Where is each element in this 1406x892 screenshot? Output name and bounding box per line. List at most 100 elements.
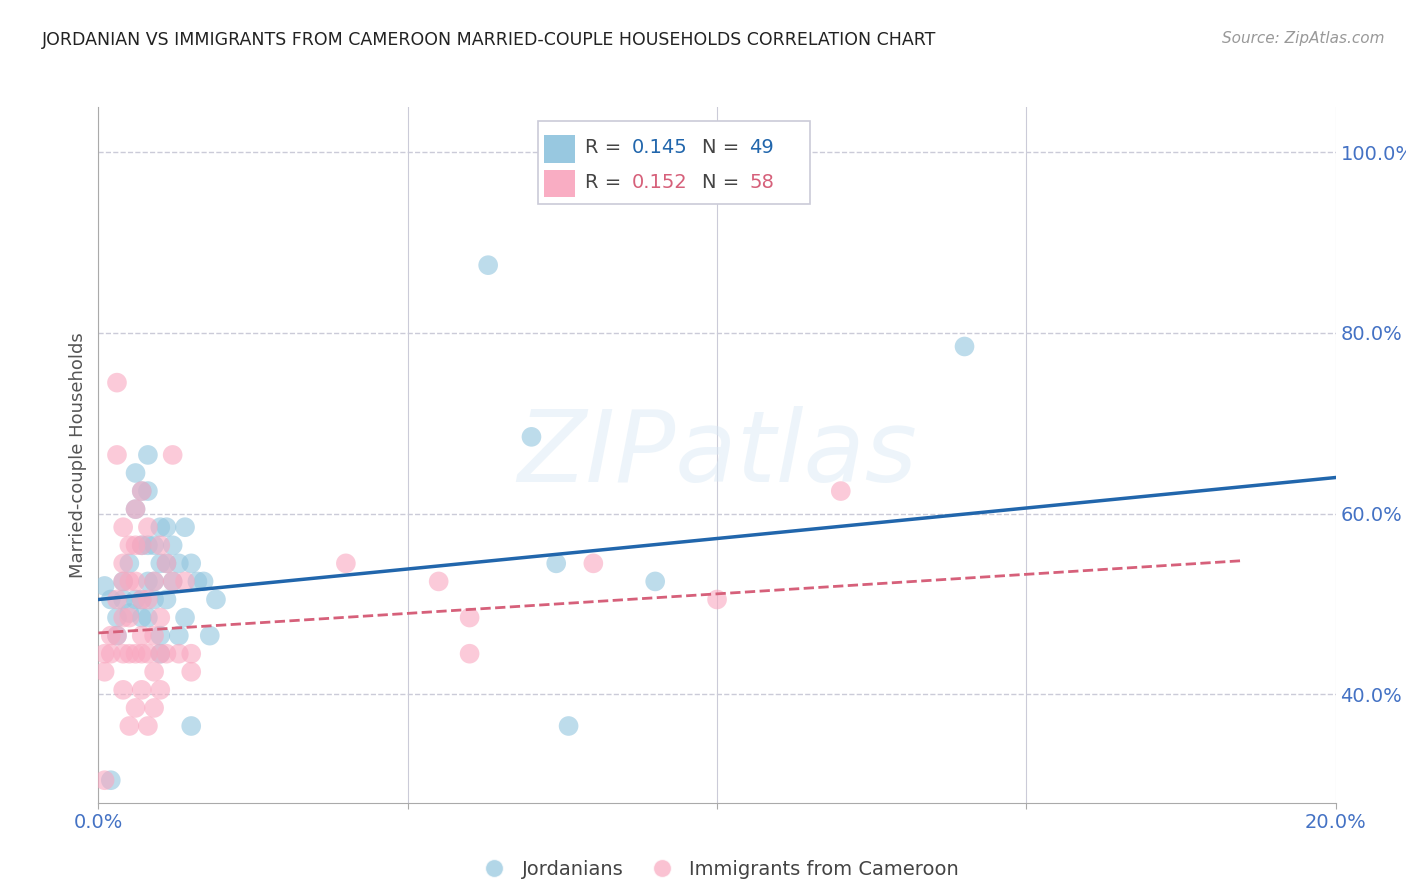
Point [124, 502, 146, 516]
Text: N =: N = [702, 138, 745, 157]
Point [143, 629, 166, 643]
Point [149, 520, 172, 534]
Point [112, 682, 135, 697]
Point [136, 592, 159, 607]
Point [124, 701, 146, 715]
Point [136, 484, 159, 499]
Point [520, 430, 543, 444]
Point [100, 773, 122, 788]
Point [105, 629, 128, 643]
Point [93, 647, 115, 661]
Point [458, 610, 481, 624]
Point [93, 665, 115, 679]
Point [167, 629, 190, 643]
Point [143, 574, 166, 589]
Text: R =: R = [585, 173, 627, 192]
Point [546, 557, 568, 571]
Point [143, 538, 166, 552]
Point [131, 592, 153, 607]
Point [112, 610, 135, 624]
Point [162, 574, 184, 589]
Point [149, 647, 172, 661]
Point [131, 647, 153, 661]
Point [155, 520, 177, 534]
Bar [544, 169, 575, 197]
Point [162, 538, 184, 552]
Text: 0.152: 0.152 [631, 173, 688, 192]
Point [105, 376, 128, 390]
Point [124, 466, 146, 480]
Point [557, 719, 579, 733]
Point [124, 502, 146, 516]
Point [155, 647, 177, 661]
Legend: Jordanians, Immigrants from Cameroon: Jordanians, Immigrants from Cameroon [467, 853, 967, 887]
Point [124, 592, 146, 607]
Point [131, 538, 153, 552]
Y-axis label: Married-couple Households: Married-couple Households [69, 332, 87, 578]
Bar [544, 135, 575, 162]
Point [100, 629, 122, 643]
Point [149, 538, 172, 552]
Point [112, 557, 135, 571]
Point [136, 647, 159, 661]
Point [136, 520, 159, 534]
Point [131, 484, 153, 499]
Text: ZIPatlas: ZIPatlas [517, 407, 917, 503]
Point [124, 647, 146, 661]
Bar [544, 169, 575, 197]
Point [143, 701, 166, 715]
Point [174, 574, 197, 589]
Point [136, 448, 159, 462]
Point [155, 592, 177, 607]
Point [582, 557, 605, 571]
Point [131, 682, 153, 697]
Point [131, 538, 153, 552]
Point [100, 592, 122, 607]
Point [149, 557, 172, 571]
Point [105, 592, 128, 607]
Text: 58: 58 [749, 173, 775, 192]
Point [193, 574, 215, 589]
Point [477, 258, 499, 272]
Point [458, 647, 481, 661]
Point [162, 574, 184, 589]
Point [105, 610, 128, 624]
Point [953, 339, 976, 353]
Text: Source: ZipAtlas.com: Source: ZipAtlas.com [1222, 31, 1385, 46]
Text: N =: N = [702, 173, 745, 192]
Point [112, 647, 135, 661]
Point [143, 665, 166, 679]
Point [180, 665, 202, 679]
Point [118, 606, 141, 620]
Point [136, 574, 159, 589]
Point [131, 484, 153, 499]
Point [100, 647, 122, 661]
Bar [537, 121, 810, 204]
Point [706, 592, 728, 607]
Point [149, 647, 172, 661]
Point [112, 574, 135, 589]
Point [830, 484, 852, 499]
Point [162, 448, 184, 462]
Point [118, 647, 141, 661]
Text: 49: 49 [749, 138, 773, 157]
Text: JORDANIAN VS IMMIGRANTS FROM CAMEROON MARRIED-COUPLE HOUSEHOLDS CORRELATION CHAR: JORDANIAN VS IMMIGRANTS FROM CAMEROON MA… [42, 31, 936, 49]
Point [105, 629, 128, 643]
Point [143, 592, 166, 607]
Point [155, 557, 177, 571]
Point [180, 719, 202, 733]
Point [167, 647, 190, 661]
Point [131, 592, 153, 607]
Point [180, 647, 202, 661]
Point [149, 682, 172, 697]
Point [131, 629, 153, 643]
Point [174, 520, 197, 534]
Point [180, 557, 202, 571]
Point [136, 610, 159, 624]
Point [93, 773, 115, 788]
Point [118, 538, 141, 552]
Point [118, 557, 141, 571]
Point [149, 610, 172, 624]
Point [118, 719, 141, 733]
Point [143, 574, 166, 589]
